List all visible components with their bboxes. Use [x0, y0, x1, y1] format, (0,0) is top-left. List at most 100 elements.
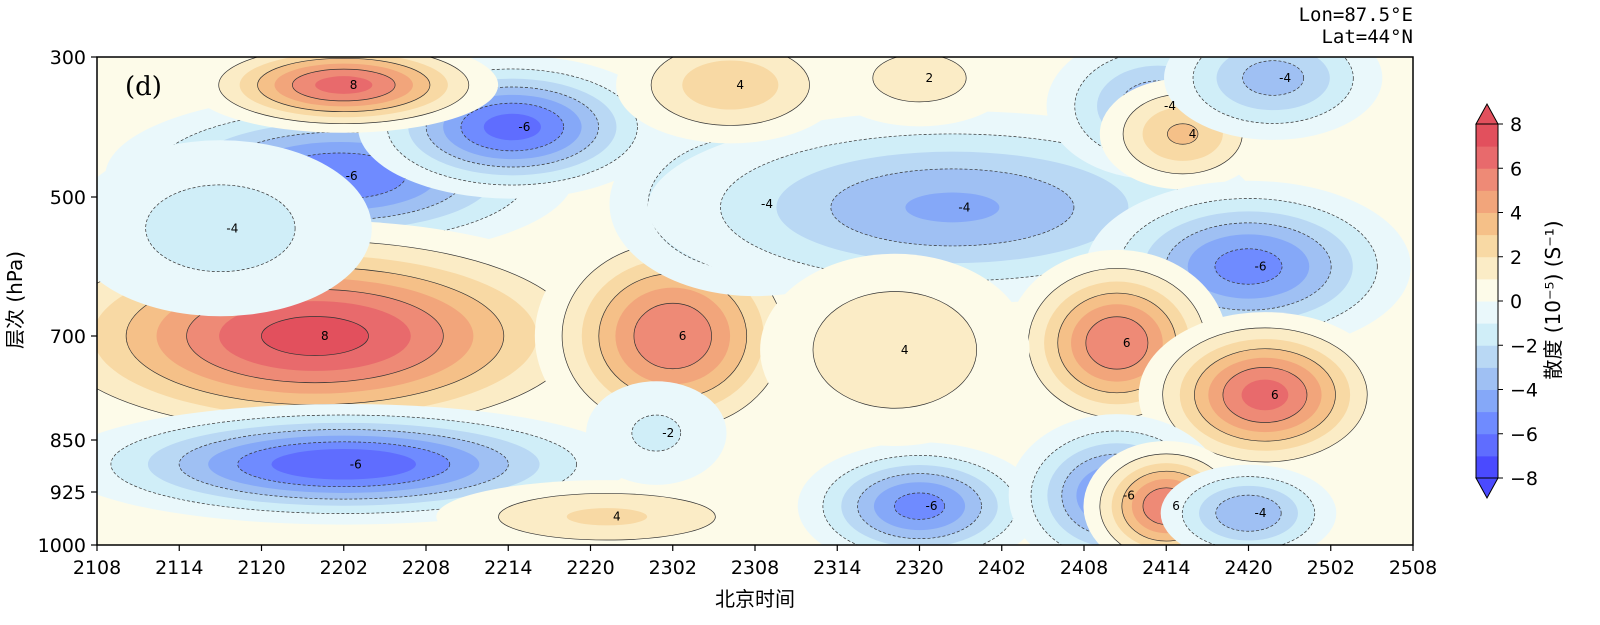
contour-fill	[97, 57, 1411, 545]
x-axis-title: 北京时间	[715, 587, 795, 611]
colorbar-tick-label: 6	[1510, 158, 1522, 180]
colorbar-tick-label: 0	[1510, 291, 1522, 313]
contour-band	[315, 76, 373, 94]
contour-band	[483, 113, 541, 141]
feature-max-18	[436, 480, 778, 545]
contour-label: 4	[1189, 127, 1197, 141]
colorbar-swatch	[1476, 411, 1498, 435]
contour-band	[1214, 248, 1283, 285]
y-tick-label: 500	[50, 187, 86, 209]
x-tick-label: 2402	[978, 557, 1026, 579]
contour-band	[1167, 123, 1199, 145]
contour-label: 6	[1172, 499, 1180, 513]
plot-area: -6 -6 8 8 -6 -4 6 -4 -4 -4 4 -6 6 6 -6 -6 6 -4 4 4 2 4 -4 -2	[96, 56, 1414, 546]
x-tick-label: 2502	[1307, 557, 1355, 579]
x-tick-label: 2114	[155, 557, 203, 579]
feature-min-17	[1160, 464, 1337, 545]
contour-label: 6	[1123, 336, 1131, 350]
colorbar-swatch	[1476, 345, 1498, 368]
x-tick-label: 2202	[320, 557, 368, 579]
x-tick-label: 2214	[484, 557, 532, 579]
colorbar-swatch	[1476, 168, 1498, 191]
feature-min-5	[97, 140, 372, 317]
contour-label: 8	[321, 329, 329, 343]
contour-band	[682, 60, 779, 110]
colorbar-tick-label: −6	[1510, 424, 1538, 446]
colorbar-extend-min	[1475, 477, 1499, 500]
contour-label: -2	[662, 426, 674, 440]
colorbar-title: 散度 (10⁻⁵) (S⁻¹)	[1541, 220, 1565, 379]
colorbar-swatch	[1476, 301, 1498, 324]
contour-band	[812, 291, 978, 409]
contour-label: -4	[1279, 71, 1291, 85]
contour-label: -4	[761, 197, 773, 211]
colorbar-swatch	[1476, 212, 1498, 236]
contour-band	[566, 508, 648, 526]
contour-label: 4	[613, 510, 621, 524]
colorbar-swatch	[1476, 433, 1498, 457]
x-tick-label: 2320	[895, 557, 943, 579]
contour-label: 2	[926, 71, 934, 85]
x-tick-label: 2314	[813, 557, 861, 579]
colorbar-extend-max	[1475, 102, 1499, 125]
feature-min-22	[1164, 57, 1383, 140]
x-tick-label: 2420	[1224, 557, 1272, 579]
y-axis-title: 层次 (hPa)	[3, 251, 27, 349]
x-tick-label: 2408	[1060, 557, 1108, 579]
contour-band	[905, 192, 1000, 223]
contour-band	[1242, 60, 1305, 96]
contour-label: 6	[679, 329, 687, 343]
y-tick-label: 700	[50, 326, 86, 348]
contour-label: 6	[1271, 388, 1279, 402]
colorbar-swatch	[1476, 256, 1498, 280]
y-tick-label: 1000	[38, 535, 86, 557]
feature-min-14	[797, 442, 1042, 545]
feature-max-19	[616, 57, 845, 144]
colorbar: 8 6 4 2 0 −2 −4 −6 −8	[1475, 102, 1538, 500]
contour-label: 4	[736, 78, 744, 92]
feature-min-23	[586, 381, 727, 485]
contour-band	[633, 302, 712, 370]
contour-band	[1241, 379, 1289, 411]
colorbar-swatch	[1476, 455, 1498, 479]
x-tick-label: 2302	[649, 557, 697, 579]
annotation-lat: Lat=44°N	[1321, 26, 1413, 48]
colorbar-swatch	[1476, 367, 1498, 390]
contour-label: -6	[518, 120, 530, 134]
contour-label: -6	[346, 169, 358, 183]
x-tick-label: 2108	[73, 557, 121, 579]
x-tick-label: 2208	[402, 557, 450, 579]
contour-label: -6	[1255, 260, 1267, 274]
contour-band	[261, 316, 369, 356]
x-tick-label: 2414	[1142, 557, 1190, 579]
contour-label: 8	[350, 78, 358, 92]
colorbar-swatch	[1476, 190, 1498, 213]
contour-band	[1215, 494, 1282, 532]
annotation-lon: Lon=87.5°E	[1299, 4, 1413, 26]
x-tick-label: 2220	[566, 557, 614, 579]
y-tick-label: 850	[50, 430, 86, 452]
contour-band	[145, 184, 296, 273]
contour-band	[872, 57, 967, 103]
colorbar-tick-label: 2	[1510, 247, 1522, 269]
colorbar-swatch	[1476, 146, 1498, 169]
contour-band	[631, 414, 682, 452]
feature-min-4	[97, 403, 629, 525]
feature-max-21	[760, 253, 1030, 446]
y-tick-label: 300	[50, 47, 86, 69]
feature-max-20	[824, 57, 1015, 127]
x-tick-label: 2508	[1389, 557, 1437, 579]
x-axis: 2108 2114 2120 2202 2208 2214 2220 2302 2308 2314…	[73, 545, 1437, 579]
colorbar-swatch	[1476, 278, 1498, 302]
colorbar-tick-label: −8	[1510, 468, 1538, 490]
contour-band	[893, 492, 946, 520]
colorbar-tick-label: 4	[1510, 203, 1522, 225]
contour-label: -4	[1164, 99, 1176, 113]
colorbar-swatch	[1476, 323, 1498, 346]
colorbar-tick-label: 8	[1510, 114, 1522, 136]
x-tick-label: 2120	[237, 557, 285, 579]
colorbar-swatch	[1476, 124, 1498, 147]
y-axis: 300 500 700 850 925 1000	[38, 47, 97, 557]
x-tick-label: 2308	[731, 557, 779, 579]
contour-label: -4	[958, 200, 970, 214]
